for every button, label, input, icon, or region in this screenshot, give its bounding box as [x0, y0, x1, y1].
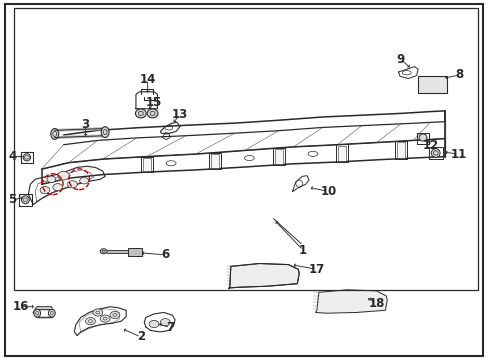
Bar — [142, 158, 150, 171]
Bar — [417, 76, 447, 93]
Ellipse shape — [23, 154, 30, 161]
Ellipse shape — [40, 186, 50, 194]
Ellipse shape — [100, 249, 107, 254]
Ellipse shape — [85, 318, 95, 325]
Text: 3: 3 — [81, 118, 89, 131]
Ellipse shape — [34, 309, 41, 317]
Bar — [274, 149, 282, 164]
Ellipse shape — [21, 196, 29, 204]
Text: 8: 8 — [455, 68, 463, 81]
Text: 9: 9 — [396, 53, 404, 66]
Ellipse shape — [47, 176, 56, 183]
Bar — [211, 154, 219, 168]
Bar — [128, 248, 142, 256]
Text: 16: 16 — [12, 300, 29, 313]
Text: 10: 10 — [320, 185, 336, 198]
Ellipse shape — [48, 309, 55, 317]
Ellipse shape — [147, 109, 158, 118]
Text: 14: 14 — [139, 73, 156, 86]
Text: 1: 1 — [299, 244, 306, 257]
Text: 11: 11 — [449, 148, 466, 161]
Text: 5: 5 — [8, 193, 16, 206]
Ellipse shape — [51, 129, 59, 139]
Bar — [338, 145, 346, 161]
Text: 17: 17 — [308, 263, 325, 276]
Text: 12: 12 — [422, 139, 439, 152]
Ellipse shape — [67, 181, 77, 188]
Text: 13: 13 — [171, 108, 188, 121]
Ellipse shape — [80, 177, 88, 184]
Text: 15: 15 — [145, 96, 162, 109]
Ellipse shape — [430, 149, 439, 157]
Bar — [14, 8, 477, 290]
Ellipse shape — [160, 319, 170, 326]
Ellipse shape — [110, 311, 120, 319]
Ellipse shape — [135, 109, 146, 118]
Text: 18: 18 — [367, 297, 384, 310]
Bar — [396, 142, 404, 158]
Polygon shape — [228, 264, 299, 289]
Ellipse shape — [101, 127, 109, 138]
Ellipse shape — [418, 134, 426, 141]
Polygon shape — [315, 290, 386, 313]
Text: 4: 4 — [8, 150, 16, 163]
Ellipse shape — [53, 184, 62, 191]
Ellipse shape — [100, 315, 110, 322]
Text: 2: 2 — [137, 330, 144, 343]
Text: 7: 7 — [166, 321, 174, 334]
Text: 6: 6 — [161, 248, 169, 261]
Ellipse shape — [149, 320, 159, 328]
Ellipse shape — [93, 309, 102, 316]
Ellipse shape — [58, 171, 69, 180]
